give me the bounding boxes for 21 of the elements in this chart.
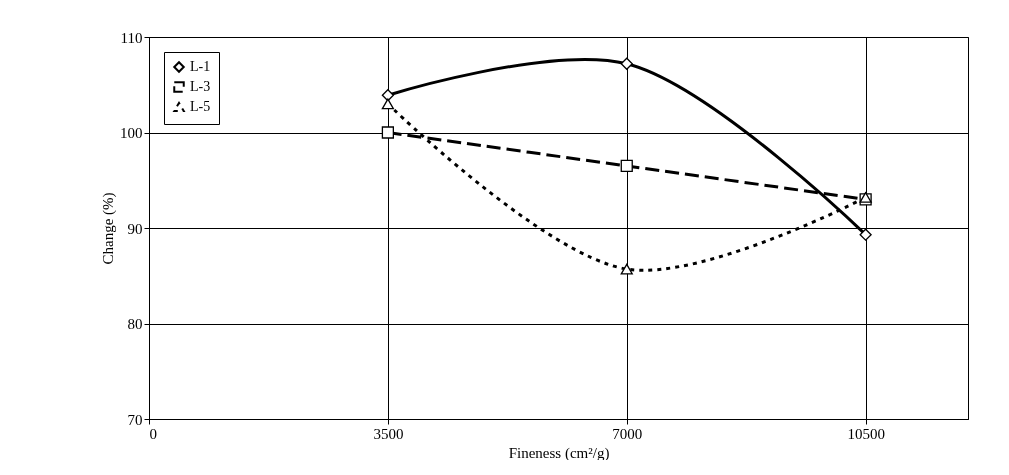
x-tick-label: 10500 <box>847 425 885 442</box>
y-tick-label: 70 <box>127 411 143 428</box>
y-tick-label: 110 <box>120 29 143 46</box>
y-tick-label: 80 <box>127 316 143 332</box>
x-tick-label: 0 <box>149 425 157 442</box>
legend-label: L-3 <box>190 79 211 94</box>
x-tick-label: 7000 <box>612 425 643 442</box>
y-tick-label: 100 <box>120 125 143 141</box>
point <box>381 98 394 110</box>
point <box>620 159 633 173</box>
y-axis-title: Change (%) <box>100 192 117 265</box>
x-axis-title: Fineness (cm²/g) <box>508 444 610 462</box>
point <box>859 228 872 241</box>
point <box>620 57 633 70</box>
legend-label: L-5 <box>190 99 211 114</box>
point <box>620 263 633 275</box>
x-tick-label: 3500 <box>373 425 404 442</box>
point <box>381 89 394 102</box>
y-tick-label: 90 <box>127 220 143 237</box>
point <box>381 126 394 139</box>
legend-label: L-1 <box>190 59 211 74</box>
